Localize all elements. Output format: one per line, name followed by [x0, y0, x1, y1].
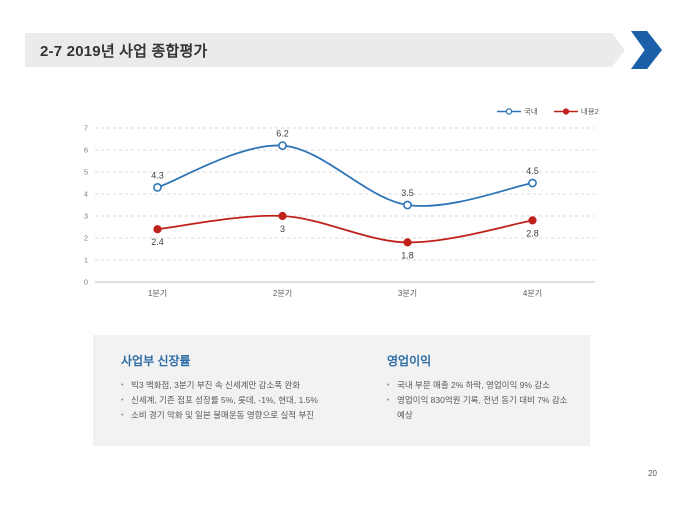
legend-item-국내: 국내: [497, 106, 538, 117]
bullet-marker: •: [387, 382, 390, 389]
data-label: 3.5: [401, 188, 414, 198]
data-label: 1.8: [401, 250, 414, 260]
data-point: [403, 238, 412, 247]
x-category-label: 2분기: [273, 289, 292, 298]
bullet-list-profit: • 국내 부문 매출 2% 하락, 영업이익 9% 감소 • 영업이익 830억원 기…: [387, 378, 572, 423]
legend-marker-icon: [553, 108, 578, 115]
data-label: 3: [280, 224, 285, 234]
y-tick-label: 2: [84, 234, 88, 243]
data-point: [153, 225, 162, 234]
legend-label: 국내: [524, 107, 538, 116]
legend-marker-icon: [497, 108, 521, 115]
bullet-marker: •: [121, 382, 124, 389]
data-label: 2.8: [526, 228, 539, 238]
data-label: 4.3: [151, 170, 164, 180]
bullet-item: • 국내 부문 매출 2% 하락, 영업이익 9% 감소: [387, 378, 572, 393]
summary-heading-profit: 영업이익: [387, 354, 432, 368]
bullet-text: 국내 부문 매출 2% 하락, 영업이익 9% 감소: [397, 380, 550, 390]
bullet-item: • 빅3 백화점, 3분기 부진 속 신세계만 감소폭 완화: [121, 378, 359, 393]
bullet-item: • 소비 경기 악화 및 일본 불매운동 영향으로 실적 부진: [121, 408, 359, 423]
x-category-label: 3분기: [398, 289, 417, 298]
x-category-label: 4분기: [523, 289, 542, 298]
slide-title: 2-7 2019년 사업 종합평가: [40, 42, 208, 60]
y-tick-label: 0: [84, 278, 88, 287]
data-point: [528, 178, 537, 188]
bullet-item: • 영업이익 830억원 기록, 전년 동기 대비 7% 감소 예상: [387, 393, 572, 423]
x-category-label: 1분기: [148, 289, 167, 298]
legend-label: 내용2: [580, 107, 599, 116]
y-tick-label: 3: [84, 212, 88, 221]
bullet-text: 영업이익 830억원 기록, 전년 동기 대비 7% 감소 예상: [397, 395, 568, 420]
summary-column-profit: 영업이익 • 국내 부문 매출 2% 하락, 영업이익 9% 감소 • 영업이익 83…: [359, 352, 572, 446]
data-label: 4.5: [526, 166, 539, 176]
bullet-marker: •: [121, 412, 124, 419]
bullet-text: 소비 경기 악화 및 일본 불매운동 영향으로 실적 부진: [131, 410, 315, 420]
chart-legend: 국내 내용2: [497, 106, 599, 117]
slide-title-bar: 2-7 2019년 사업 종합평가: [25, 33, 625, 67]
bullet-marker: •: [121, 397, 124, 404]
y-tick-label: 7: [84, 124, 88, 133]
series-line-국내: [157, 144, 533, 207]
bullet-text: 빅3 백화점, 3분기 부진 속 신세계만 감소폭 완화: [131, 380, 301, 390]
legend-item-내용2: 내용2: [553, 106, 599, 117]
page-number: 20: [648, 469, 657, 478]
summary-box: 사업부 신장률 • 빅3 백화점, 3분기 부진 속 신세계만 감소폭 완화 • 신세…: [93, 335, 590, 446]
summary-heading-growth: 사업부 신장률: [121, 354, 191, 368]
y-tick-label: 6: [84, 146, 88, 155]
data-point: [528, 216, 537, 225]
summary-column-growth: 사업부 신장률 • 빅3 백화점, 3분기 부진 속 신세계만 감소폭 완화 • 신세…: [121, 352, 359, 446]
y-tick-label: 5: [84, 168, 88, 177]
bullet-text: 신세계, 기존 점포 성장률 5%, 롯데, -1%, 현대, 1.5%: [131, 395, 318, 405]
bullet-marker: •: [387, 397, 390, 404]
data-point: [278, 141, 287, 150]
y-tick-label: 4: [84, 190, 88, 199]
data-label: 2.4: [151, 237, 164, 247]
bullet-item: • 신세계, 기존 점포 성장률 5%, 롯데, -1%, 현대, 1.5%: [121, 393, 359, 408]
data-point: [403, 200, 412, 210]
series-line-내용2: [157, 214, 533, 244]
y-tick-label: 1: [84, 256, 88, 265]
data-label: 6.2: [276, 129, 289, 139]
data-point: [153, 182, 162, 192]
data-point: [278, 211, 287, 221]
bullet-list-growth: • 빅3 백화점, 3분기 부진 속 신세계만 감소폭 완화 • 신세계, 기존 점포…: [121, 378, 359, 423]
